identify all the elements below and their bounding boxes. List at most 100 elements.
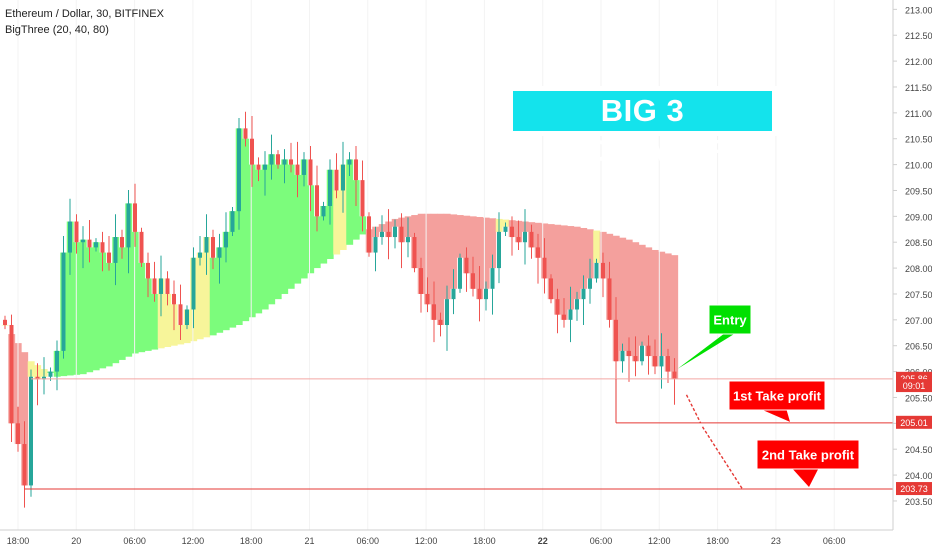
bull-candle	[451, 288, 456, 300]
band-segment	[242, 138, 250, 322]
bull-candle	[224, 231, 228, 248]
bear-candle	[295, 164, 300, 175]
x-tick-label: 18:00	[240, 536, 263, 546]
bear-candle	[477, 288, 482, 300]
bull-candle	[230, 211, 235, 232]
bear-candle	[646, 345, 651, 357]
band-segment	[456, 215, 464, 258]
y-tick-label: 204.00	[905, 471, 932, 481]
bear-candle	[87, 239, 92, 248]
bear-candle	[633, 356, 638, 362]
band-segment	[424, 213, 432, 305]
bull-candle	[42, 376, 46, 380]
bull-candle	[302, 159, 306, 175]
band-segment	[255, 169, 263, 314]
y-tick-label: 211.50	[905, 83, 932, 93]
bull-candle	[198, 252, 202, 258]
band-segment	[92, 242, 100, 371]
bear-candle	[152, 278, 157, 294]
y-tick-label: 209.00	[905, 212, 932, 222]
bear-candle	[243, 128, 248, 139]
band-segment	[632, 242, 640, 362]
take-profit-1-callout-pointer	[762, 410, 790, 422]
y-tick-label: 210.50	[905, 135, 932, 145]
bull-candle	[445, 299, 449, 326]
bull-candle	[29, 376, 33, 486]
band-segment	[307, 185, 315, 274]
price-badge-label: 205.01	[900, 418, 928, 428]
band-segment	[287, 164, 295, 289]
band-segment	[443, 213, 451, 300]
bear-candle	[607, 278, 612, 320]
band-segment	[437, 213, 445, 326]
indicator-title: BigThree (20, 40, 80)	[5, 24, 109, 36]
band-segment	[248, 164, 256, 318]
y-tick-label: 209.50	[905, 186, 932, 196]
band-segment	[489, 218, 497, 269]
x-tick-label: 22	[538, 536, 548, 546]
bear-candle	[627, 350, 631, 357]
band-segment	[320, 205, 328, 264]
bull-candle	[523, 231, 527, 243]
bear-candle	[672, 371, 677, 379]
bull-candle	[204, 237, 209, 253]
bear-candle	[399, 226, 404, 243]
band-segment	[27, 361, 35, 377]
take-profit-1-callout-label: 1st Take profit	[733, 389, 822, 404]
bear-candle	[425, 293, 430, 305]
bull-candle	[575, 299, 579, 310]
band-segment	[281, 159, 289, 294]
y-tick-label: 203.50	[905, 497, 932, 507]
projection-arrow-1	[685, 394, 702, 424]
y-tick-label: 212.00	[905, 57, 932, 67]
bull-candle	[185, 309, 189, 326]
band-segment	[619, 237, 627, 351]
bull-candle	[126, 203, 131, 248]
band-segment	[352, 180, 360, 240]
band-segment	[261, 164, 269, 310]
band-segment	[573, 226, 581, 300]
band-segment	[671, 255, 679, 379]
band-segment	[658, 251, 666, 357]
band-segment	[593, 230, 601, 263]
bull-candle	[568, 309, 573, 320]
bull-candle	[347, 159, 352, 165]
bear-candle	[16, 423, 20, 445]
bull-candle	[581, 288, 586, 300]
band-segment	[580, 227, 588, 289]
y-tick-label: 204.50	[905, 445, 932, 455]
band-segment	[21, 352, 29, 486]
bull-candle	[594, 262, 599, 279]
band-segment	[203, 237, 211, 338]
bear-candle	[354, 159, 358, 181]
bull-candle	[237, 128, 241, 212]
band-segment	[664, 253, 672, 372]
bear-candle	[308, 159, 313, 186]
take-profit-2-callout: 2nd Take profit	[756, 439, 860, 488]
band-segment	[138, 262, 146, 353]
bear-candle	[35, 376, 40, 380]
bull-candle	[217, 247, 222, 258]
band-segment	[645, 247, 653, 357]
band-segment	[209, 257, 217, 336]
price-badge-label: 09:01	[903, 381, 926, 391]
band-segment	[476, 216, 484, 300]
bear-candle	[107, 252, 111, 263]
band-segment	[333, 190, 341, 255]
bull-candle	[191, 257, 196, 310]
bear-candle	[412, 237, 417, 269]
bear-candle	[464, 257, 469, 274]
bear-candle	[120, 237, 124, 248]
bear-candle	[133, 203, 137, 232]
annotations-layer: Entry 1st Take profit 2nd Take profit	[677, 304, 860, 490]
bear-candle	[549, 278, 553, 300]
band-segment	[469, 216, 477, 289]
entry-callout-label: Entry	[713, 313, 747, 328]
bear-candle	[172, 293, 176, 305]
bear-candle	[360, 180, 365, 217]
bull-candle	[640, 345, 644, 362]
band-segment	[222, 231, 230, 331]
bear-candle	[146, 262, 150, 279]
